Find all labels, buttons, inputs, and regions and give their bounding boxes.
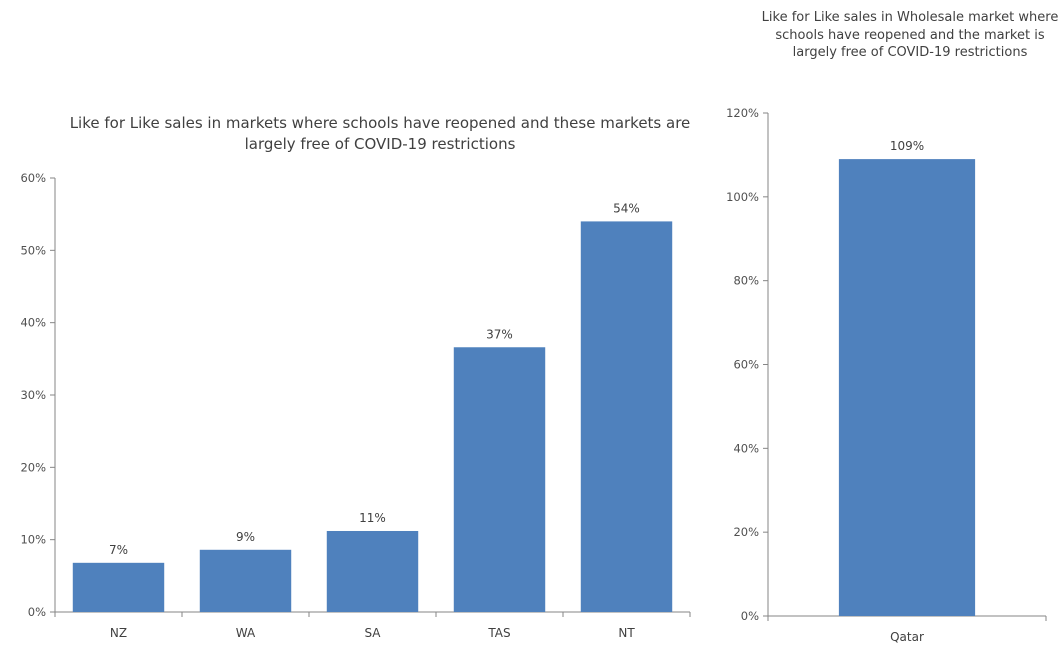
y-tick-label: 120% xyxy=(726,106,759,120)
y-tick-label: 0% xyxy=(741,609,759,623)
bar xyxy=(580,221,673,612)
y-tick-label: 60% xyxy=(20,171,46,185)
y-tick-label: 40% xyxy=(20,316,46,330)
left-bar-chart: Like for Like sales in markets where sch… xyxy=(20,114,691,640)
left-chart-svg: 0% 10% 20% 30% 40% 50% 60% 7% NZ 9% WA 11% SA 37% TAS 5… xyxy=(20,171,691,640)
data-label: 109% xyxy=(890,139,924,153)
y-tick-label: 50% xyxy=(20,243,46,257)
y-tick-label: 10% xyxy=(20,533,46,547)
y-tick-label: 100% xyxy=(726,190,759,204)
right-chart-title: Like for Like sales in Wholesale market … xyxy=(761,10,1059,61)
data-label: 11% xyxy=(359,511,386,525)
x-category-label: WA xyxy=(236,626,256,640)
bar xyxy=(838,159,976,616)
bar xyxy=(453,347,546,612)
y-tick-label: 20% xyxy=(733,525,759,539)
y-tick-label: 30% xyxy=(20,388,46,402)
data-label: 7% xyxy=(109,543,128,557)
x-category-label: Qatar xyxy=(890,630,924,644)
data-label: 9% xyxy=(236,530,255,544)
x-category-label: NT xyxy=(618,626,635,640)
y-tick-label: 80% xyxy=(733,274,759,288)
right-chart-svg: 0% 20% 40% 60% 80% 100% 120% 109% Qatar xyxy=(726,106,1047,644)
y-tick-label: 40% xyxy=(733,441,759,455)
x-category-label: TAS xyxy=(487,626,510,640)
y-tick-label: 0% xyxy=(28,605,46,619)
y-tick-label: 20% xyxy=(20,460,46,474)
x-category-label: NZ xyxy=(110,626,127,640)
bar xyxy=(326,530,419,612)
right-bar-chart: Like for Like sales in Wholesale market … xyxy=(700,0,1064,652)
x-category-label: SA xyxy=(364,626,381,640)
bar xyxy=(199,549,292,612)
data-label: 37% xyxy=(486,327,513,341)
bar xyxy=(72,562,165,612)
left-chart-title: Like for Like sales in markets where sch… xyxy=(69,114,691,153)
data-label: 54% xyxy=(613,201,640,215)
y-tick-label: 60% xyxy=(733,358,759,372)
